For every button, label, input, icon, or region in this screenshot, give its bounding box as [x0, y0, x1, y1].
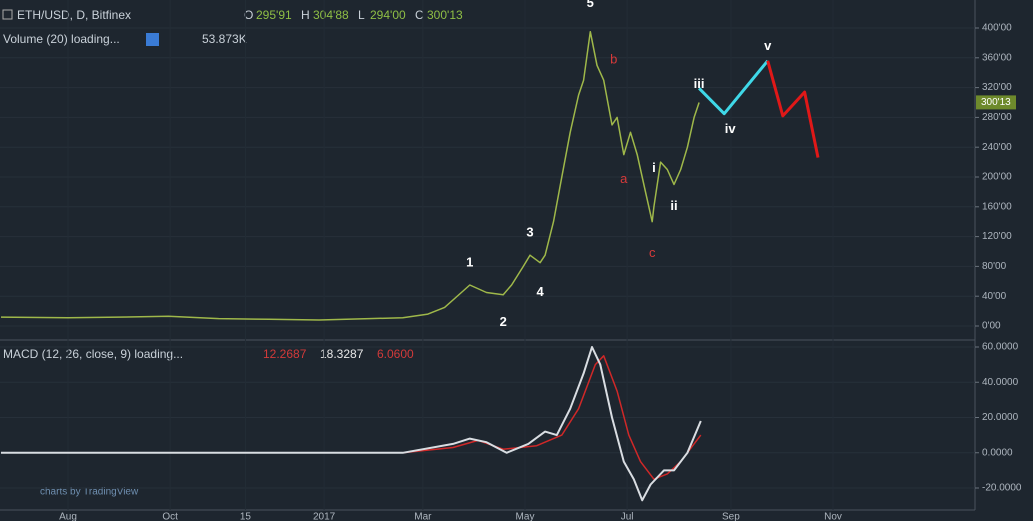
ohlc-value: 304'88: [313, 8, 349, 22]
ohlc-value: 300'13: [427, 8, 463, 22]
visibility-button[interactable]: [146, 33, 159, 46]
wave-label: 2: [500, 314, 507, 329]
ohlc-key: H: [301, 8, 310, 22]
macd-label[interactable]: MACD (12, 26, close, 9) loading...: [3, 347, 183, 361]
wave-label: c: [649, 245, 656, 260]
ohlc-value: 294'00: [370, 8, 406, 22]
y-tick-label: 120'00: [982, 231, 1012, 242]
y-tick-label: 0'00: [982, 321, 1001, 332]
wave-label: 1: [466, 254, 473, 269]
y-tick-label: 80'00: [982, 261, 1007, 272]
macd-value: 12.2687: [263, 347, 307, 361]
ohlc-key: O: [244, 8, 253, 22]
y-tick-label: 360'00: [982, 52, 1012, 63]
x-tick-label: 2017: [313, 512, 336, 521]
last-price-label: 300'13: [981, 97, 1011, 108]
y-tick-label: 240'00: [982, 142, 1012, 153]
y-tick-label: 20.0000: [982, 412, 1019, 423]
macd-line: [1, 346, 702, 502]
watermark[interactable]: charts by TradingView: [40, 487, 139, 498]
forecast-line: [698, 59, 769, 116]
y-tick-label: 40.0000: [982, 377, 1019, 388]
x-tick-label: 15: [240, 512, 252, 521]
symbol[interactable]: ETH/USD, D, Bitfinex: [17, 8, 131, 22]
y-tick-label: 160'00: [982, 201, 1012, 212]
x-tick-label: Nov: [824, 512, 842, 521]
wave-label: a: [620, 171, 628, 186]
y-tick-label: 60.0000: [982, 342, 1019, 353]
x-tick-label: Sep: [722, 512, 740, 521]
y-tick-label: 320'00: [982, 82, 1012, 93]
x-tick-label: Oct: [162, 512, 178, 521]
wave-label: iii: [694, 76, 705, 91]
wave-label: v: [764, 38, 772, 53]
forecast-line: [766, 60, 820, 158]
y-tick-label: 200'00: [982, 172, 1012, 183]
ohlc-key: C: [415, 8, 424, 22]
wave-label: 3: [526, 225, 533, 240]
y-tick-label: 280'00: [982, 112, 1012, 123]
y-tick-label: 40'00: [982, 291, 1007, 302]
macd-value: 6.0600: [377, 347, 414, 361]
x-tick-label: Jul: [621, 512, 634, 521]
wave-label: ii: [670, 198, 677, 213]
wave-label: 5: [587, 0, 594, 10]
y-tick-label: 0.0000: [982, 447, 1013, 458]
last-price-badge: [976, 95, 1016, 110]
macd-value: 18.3287: [320, 347, 364, 361]
price-line: [0, 30, 700, 321]
x-tick-label: Aug: [59, 512, 77, 521]
volume-label[interactable]: Volume (20) loading...: [3, 32, 120, 46]
y-tick-label: -20.0000: [982, 483, 1022, 494]
wave-label: i: [652, 160, 656, 175]
volume-value: 53.873K: [202, 32, 247, 46]
x-tick-label: Mar: [414, 512, 432, 521]
wave-label: 4: [536, 284, 544, 299]
collapse-button[interactable]: [2, 9, 13, 20]
x-tick-label: May: [516, 512, 535, 521]
y-tick-label: 400'00: [982, 23, 1012, 34]
wave-label: iv: [725, 121, 737, 136]
ohlc-value: 295'91: [256, 8, 292, 22]
wave-label: b: [610, 52, 617, 67]
ohlc-key: L: [358, 8, 365, 22]
